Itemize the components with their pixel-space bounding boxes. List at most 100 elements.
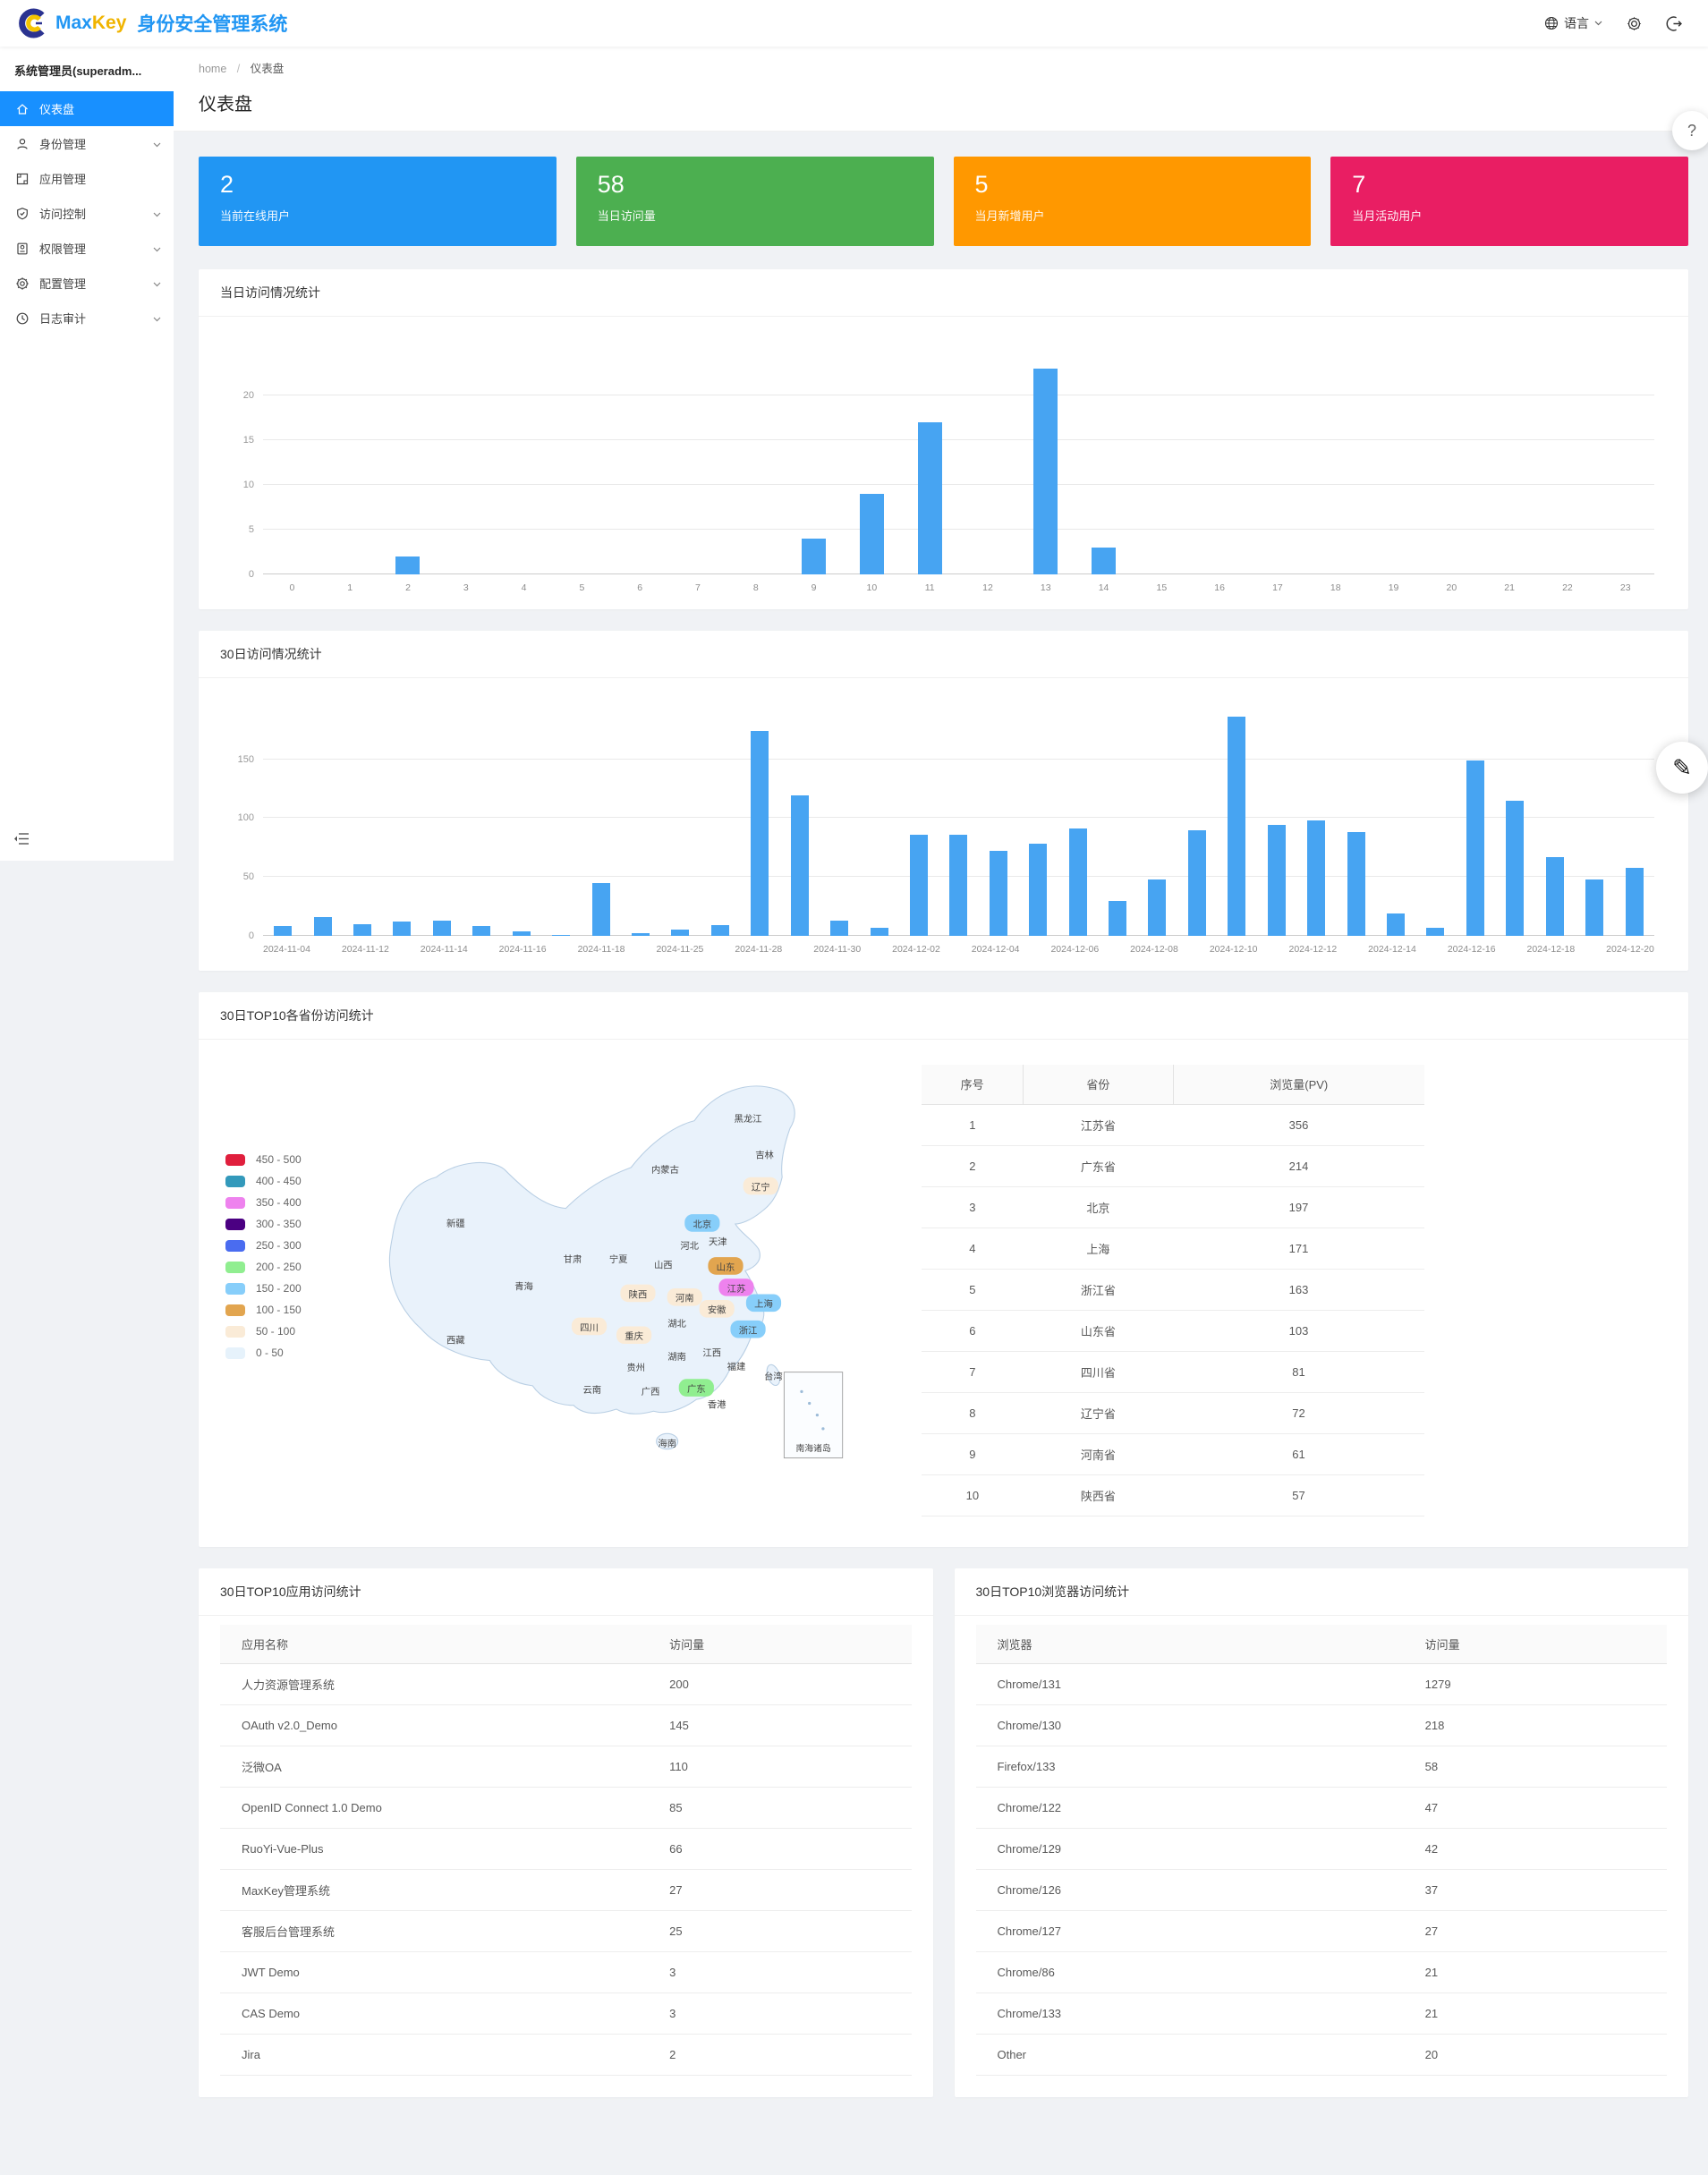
bar xyxy=(1466,760,1484,936)
stat-card-value: 58 xyxy=(597,171,625,198)
panel-daily-visits: 当日访问情况统计 5 10 15 20 0 0 1 2 3 4 5 6 7 8 9 10 11 12 13 14 15 1… xyxy=(199,269,1688,609)
bar-slot xyxy=(820,712,859,936)
province-label: 甘肃 xyxy=(564,1253,582,1265)
table-cell: 85 xyxy=(669,1787,912,1829)
table-row: Chrome/122 47 xyxy=(975,1787,1667,1829)
stat-card-label: 当月活动用户 xyxy=(1352,209,1423,224)
table-cell: 47 xyxy=(1424,1787,1667,1829)
collapse-sidebar-button[interactable] xyxy=(14,832,30,850)
language-menu[interactable]: 语言 xyxy=(1544,14,1602,32)
table-cell: 1 xyxy=(922,1104,1024,1146)
x-axis-label: 2024-11-28 xyxy=(735,944,783,955)
sidebar-item-shield[interactable]: 访问控制 xyxy=(0,196,174,231)
table-row: Chrome/129 42 xyxy=(975,1828,1667,1870)
sidebar-item-label: 访问控制 xyxy=(39,208,87,221)
table-cell: 9 xyxy=(922,1433,1024,1475)
bar xyxy=(1092,548,1117,574)
logout-button[interactable] xyxy=(1666,15,1683,32)
table-cell: 客服后台管理系统 xyxy=(220,1910,670,1952)
annotate-button[interactable]: ✎ xyxy=(1656,742,1708,794)
legend-item: 200 - 250 xyxy=(225,1256,344,1278)
bar-slot xyxy=(1217,712,1256,936)
legend-swatch xyxy=(225,1153,245,1166)
sidebar-item-dashboard[interactable]: 仪表盘 xyxy=(0,91,174,126)
x-axis-label: 3 xyxy=(463,582,469,593)
stat-card-label: 当前在线用户 xyxy=(220,209,291,224)
table-cell: 27 xyxy=(669,1869,912,1911)
legend-swatch xyxy=(225,1304,245,1316)
table-cell: Other xyxy=(975,2034,1425,2076)
gridline xyxy=(263,484,1654,485)
province-region[interactable] xyxy=(684,1214,720,1232)
sidebar-item-appstore[interactable]: 应用管理 xyxy=(0,161,174,196)
table-cell: 人力资源管理系统 xyxy=(220,1663,670,1705)
province-region[interactable] xyxy=(571,1317,608,1336)
bar xyxy=(432,920,451,936)
x-axis-label xyxy=(1258,944,1289,955)
panel-title-browsers: 30日TOP10浏览器访问统计 xyxy=(954,1568,1688,1616)
table-cell: 1279 xyxy=(1424,1663,1667,1705)
table-row: 1 江苏省 356 xyxy=(922,1104,1424,1146)
bar xyxy=(313,916,332,936)
province-region[interactable] xyxy=(616,1326,652,1345)
stat-card-value: 5 xyxy=(974,171,989,198)
table-header-row: 浏览器 访问量 xyxy=(975,1624,1667,1664)
bar xyxy=(1625,867,1644,936)
table-cell: 5 xyxy=(922,1269,1024,1311)
y-axis-label: 20 xyxy=(242,390,254,401)
settings-button[interactable] xyxy=(1626,15,1643,32)
page-subheader: home / 仪表盘 仪表盘 xyxy=(174,47,1708,132)
bar xyxy=(671,930,690,936)
table-cell: Chrome/129 xyxy=(975,1828,1425,1870)
breadcrumb-home[interactable]: home xyxy=(199,63,227,75)
province-region[interactable] xyxy=(718,1279,754,1296)
table-row: Chrome/133 21 xyxy=(975,1992,1667,2035)
table-row: 客服后台管理系统 25 xyxy=(220,1910,912,1952)
table-row: MaxKey管理系统 27 xyxy=(220,1869,912,1911)
sidebar-item-user[interactable]: 身份管理 xyxy=(0,126,174,161)
y-axis-label: 150 xyxy=(237,753,254,765)
gridline xyxy=(263,439,1654,440)
stat-card: 58 当日访问量 xyxy=(575,157,934,246)
bar xyxy=(395,556,421,574)
column-header: 应用名称 xyxy=(220,1624,670,1664)
province-label: 山东 xyxy=(717,1262,735,1273)
bar xyxy=(1068,828,1087,936)
province-region[interactable] xyxy=(745,1294,782,1313)
table-cell: 2 xyxy=(922,1145,1024,1187)
bar xyxy=(802,539,827,574)
province-label: 浙江 xyxy=(739,1326,758,1337)
bar-slot xyxy=(1535,712,1575,936)
province-region[interactable] xyxy=(620,1284,656,1303)
bar-slot xyxy=(1191,351,1249,574)
table-cell: 72 xyxy=(1173,1392,1424,1434)
table-cell: 171 xyxy=(1173,1228,1424,1270)
stat-card-label: 当日访问量 xyxy=(597,209,656,224)
y-axis-label: 0 xyxy=(248,569,254,580)
bar xyxy=(274,926,293,936)
table-cell: Chrome/127 xyxy=(975,1910,1425,1952)
panel-title-30d: 30日访问情况统计 xyxy=(199,631,1688,678)
table-cell: 江苏省 xyxy=(1023,1104,1174,1146)
legend-swatch xyxy=(225,1261,245,1273)
bar-slot xyxy=(1018,712,1058,936)
province-region[interactable] xyxy=(708,1257,744,1275)
province-region[interactable] xyxy=(667,1287,702,1306)
legend-item: 100 - 150 xyxy=(225,1299,344,1321)
table-row: 6 山东省 103 xyxy=(922,1310,1424,1352)
table-cell: 陕西省 xyxy=(1023,1474,1174,1517)
province-region[interactable] xyxy=(678,1379,714,1397)
sidebar-item-audit[interactable]: 日志审计 xyxy=(0,301,174,336)
bar-slot xyxy=(462,712,501,936)
province-label: 西藏 xyxy=(446,1336,465,1347)
province-region[interactable] xyxy=(699,1300,735,1318)
legend-item: 250 - 300 xyxy=(225,1235,344,1256)
province-region[interactable] xyxy=(730,1320,766,1338)
stat-card-value: 7 xyxy=(1352,171,1366,198)
province-region[interactable] xyxy=(743,1177,778,1195)
sidebar-item-permission[interactable]: 权限管理 xyxy=(0,231,174,266)
legend-item: 350 - 400 xyxy=(225,1192,344,1213)
help-button[interactable]: ? xyxy=(1672,111,1708,150)
table-cell: 103 xyxy=(1173,1310,1424,1352)
sidebar-item-setting[interactable]: 配置管理 xyxy=(0,266,174,301)
